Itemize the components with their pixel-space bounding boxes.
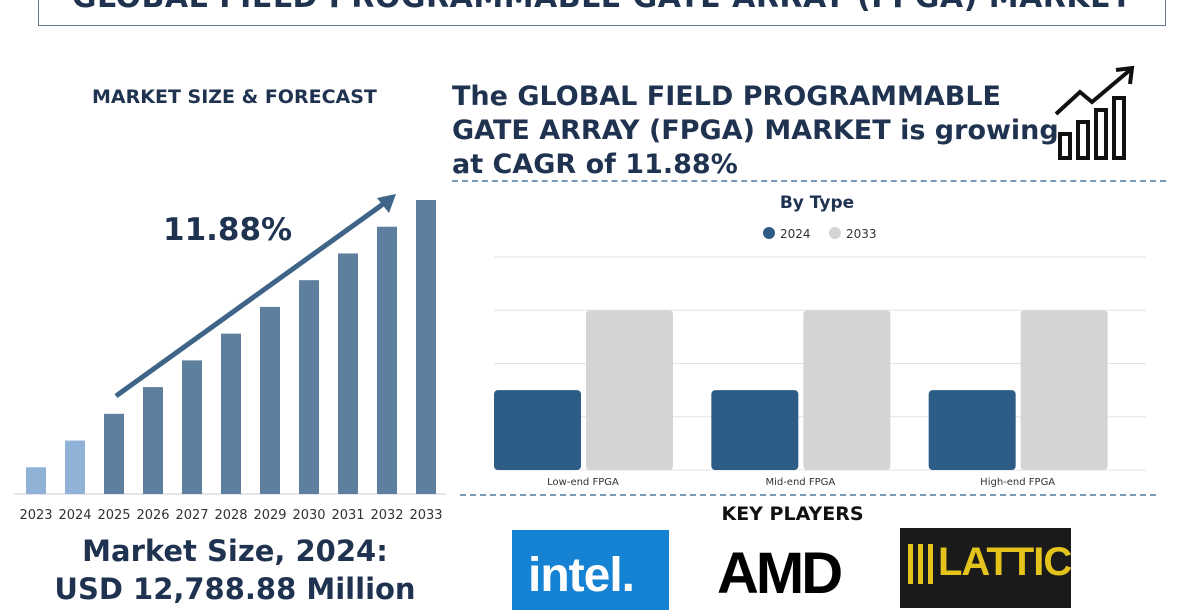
forecast-bar-2032 bbox=[377, 226, 397, 494]
amd-logo: AMD bbox=[717, 528, 864, 608]
category-label: Mid-end FPGA bbox=[765, 477, 835, 488]
forecast-bar-2028 bbox=[221, 333, 241, 494]
forecast-year-label: 2032 bbox=[370, 508, 403, 523]
right-divider-bottom bbox=[460, 494, 1156, 496]
legend-2033-label: 2033 bbox=[846, 227, 877, 241]
growth-chart-icon bbox=[1054, 65, 1135, 160]
forecast-trend-arrowhead bbox=[377, 194, 396, 213]
forecast-bar-2025 bbox=[104, 413, 124, 494]
market-size-forecast-heading: MARKET SIZE & FORECAST bbox=[92, 86, 377, 108]
lattice-mark-icon bbox=[908, 544, 933, 584]
bar-2024-low-end-fpga bbox=[494, 390, 581, 470]
forecast-year-label: 2025 bbox=[97, 508, 130, 523]
page-title: GLOBAL FIELD PROGRAMMABLE GATE ARRAY (FP… bbox=[39, 0, 1165, 15]
by-type-chart: By Type 2024 2033 Low-end FPGA Mid-end FP… bbox=[494, 193, 1146, 488]
forecast-bar-2023 bbox=[26, 467, 46, 494]
forecast-bar-2026 bbox=[143, 387, 163, 494]
forecast-bar-2024 bbox=[65, 440, 85, 494]
intel-logo: intel. bbox=[512, 530, 669, 610]
bar-2033-high-end-fpga bbox=[1020, 310, 1108, 470]
forecast-bar-2033 bbox=[416, 200, 436, 494]
chart-title: By Type bbox=[780, 193, 854, 213]
category-label: Low-end FPGA bbox=[547, 477, 619, 488]
forecast-year-label: 2030 bbox=[292, 508, 325, 523]
chart-legend: 2024 2033 bbox=[763, 227, 877, 241]
amd-logo-text: AMD bbox=[717, 541, 843, 606]
lattice-logo-text: LATTICE bbox=[938, 540, 1071, 584]
cagr-statement: The GLOBAL FIELD PROGRAMMABLE GATE ARRAY… bbox=[452, 81, 1059, 180]
bar-2024-mid-end-fpga bbox=[711, 390, 799, 470]
forecast-year-label: 2023 bbox=[19, 508, 52, 523]
forecast-trend-arrow-line bbox=[114, 199, 388, 399]
lattice-logo: LATTICE bbox=[900, 528, 1071, 608]
legend-2024-label: 2024 bbox=[780, 227, 811, 241]
market-forecast-chart: 2023 2024 2025 2026 2027 2028 2029 2030 2031 2032… bbox=[14, 194, 446, 523]
bar-2033-mid-end-fpga bbox=[803, 310, 891, 470]
market-size-text: Market Size, 2024: USD 12,788.88 Million bbox=[30, 532, 440, 608]
forecast-year-label: 2031 bbox=[331, 508, 364, 523]
forecast-bar-2031 bbox=[338, 253, 358, 494]
category-label: High-end FPGA bbox=[980, 477, 1055, 488]
forecast-year-label: 2026 bbox=[136, 508, 169, 523]
forecast-year-label: 2027 bbox=[175, 508, 208, 523]
key-players-title: KEY PLAYERS bbox=[721, 503, 864, 525]
legend-2033-marker bbox=[829, 227, 841, 239]
forecast-year-label: 2028 bbox=[214, 508, 247, 523]
forecast-bar-2029 bbox=[260, 306, 280, 494]
intel-logo-text: intel. bbox=[528, 549, 635, 602]
forecast-year-label: 2029 bbox=[253, 508, 286, 523]
forecast-year-label: 2033 bbox=[409, 508, 442, 523]
legend-2024-marker bbox=[763, 227, 775, 239]
forecast-bar-2027 bbox=[182, 360, 202, 494]
title-banner: GLOBAL FIELD PROGRAMMABLE GATE ARRAY (FP… bbox=[38, 0, 1166, 26]
bar-2024-high-end-fpga bbox=[928, 390, 1016, 470]
market-size-line1: Market Size, 2024: bbox=[82, 534, 388, 568]
cagr-annotation: 11.88% bbox=[163, 212, 292, 248]
right-divider-top bbox=[452, 180, 1166, 182]
forecast-bar-2030 bbox=[299, 280, 319, 494]
forecast-year-label: 2024 bbox=[58, 508, 91, 523]
market-size-line2: USD 12,788.88 Million bbox=[54, 572, 416, 606]
bar-2033-low-end-fpga bbox=[586, 310, 673, 470]
